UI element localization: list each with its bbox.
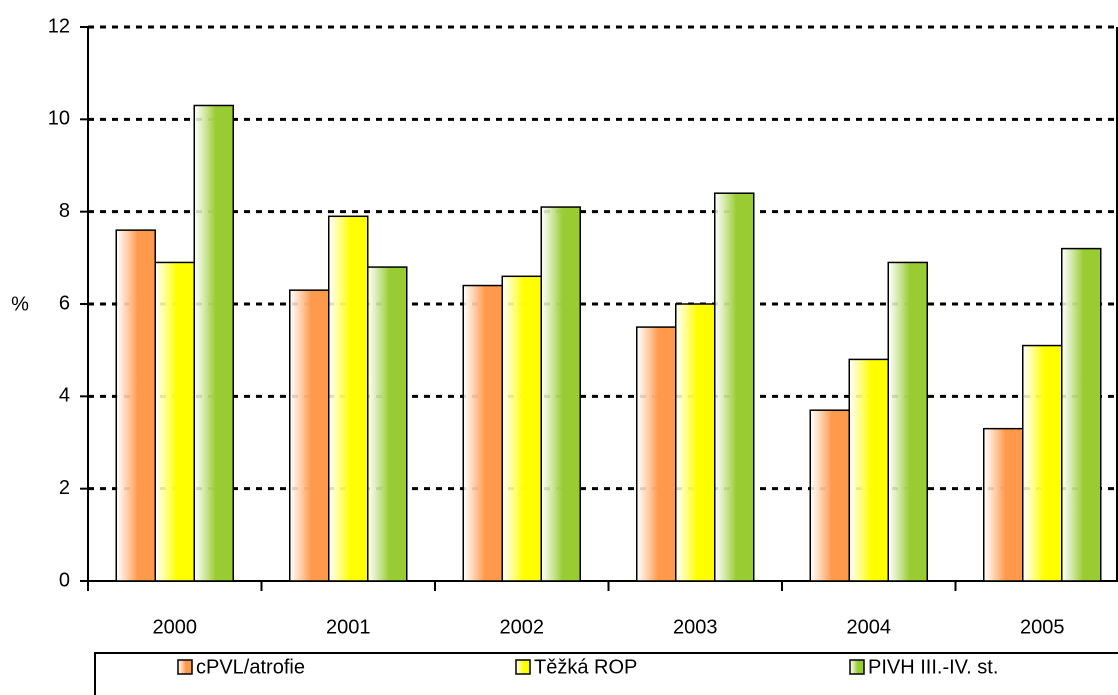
bar — [501, 275, 542, 582]
bar — [289, 289, 330, 582]
bar — [714, 192, 755, 582]
bar — [809, 409, 850, 582]
x-tick-label: 2001 — [326, 616, 371, 638]
bar — [983, 427, 1024, 582]
bar — [328, 215, 369, 582]
bar — [115, 229, 156, 582]
x-tick-label: 2005 — [1020, 616, 1065, 638]
bar — [1022, 344, 1063, 582]
x-tick-label: 2003 — [673, 616, 718, 638]
y-tick-label: 6 — [59, 292, 70, 314]
legend-swatch — [849, 659, 865, 675]
bar — [193, 104, 234, 582]
bar — [675, 303, 716, 582]
y-tick-label: 2 — [59, 477, 70, 499]
bar — [636, 326, 677, 582]
x-tick-label: 2004 — [847, 616, 892, 638]
bar — [540, 206, 581, 582]
bar — [1061, 247, 1102, 582]
legend-label: PIVH III.-IV. st. — [868, 656, 998, 678]
x-tick-label: 2002 — [500, 616, 545, 638]
bar — [462, 284, 503, 582]
y-tick-label: 4 — [59, 385, 70, 407]
y-axis-label: % — [11, 293, 29, 315]
bar — [367, 266, 408, 582]
legend-swatch — [515, 659, 531, 675]
x-tick-label: 2000 — [153, 616, 198, 638]
y-tick-label: 12 — [48, 15, 70, 37]
y-tick-label: 8 — [59, 200, 70, 222]
legend-label: cPVL/atrofie — [196, 656, 305, 678]
bar — [887, 261, 928, 582]
legend-label: Těžká ROP — [534, 656, 637, 678]
bar — [848, 358, 889, 582]
legend-swatch — [177, 659, 193, 675]
y-tick-label: 10 — [48, 108, 70, 130]
y-tick-label: 0 — [59, 569, 70, 591]
bar — [154, 261, 195, 582]
legend — [94, 652, 1118, 695]
